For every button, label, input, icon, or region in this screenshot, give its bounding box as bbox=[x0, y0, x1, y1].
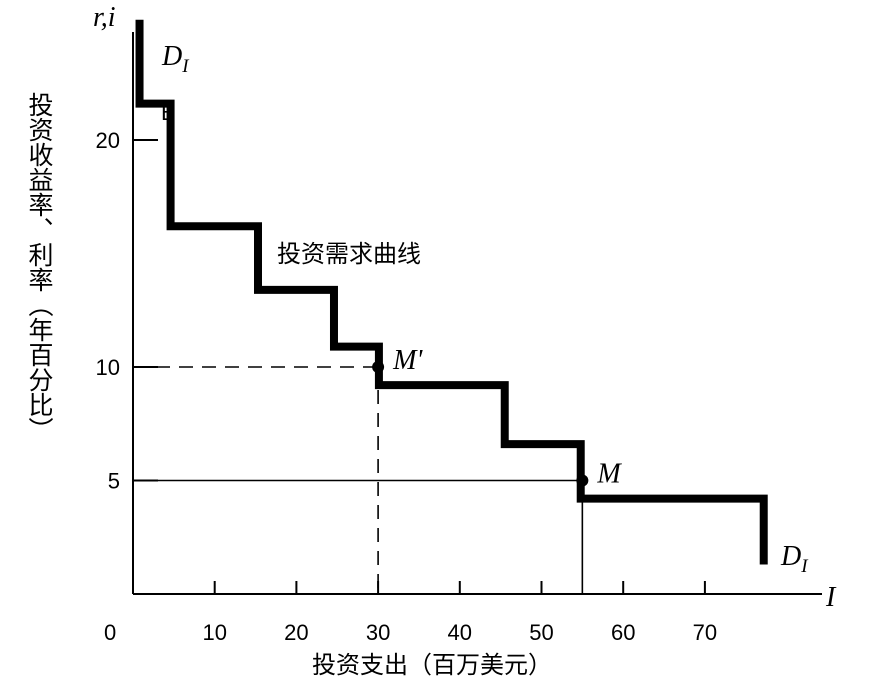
y-axis-title: 投资收益率、利率（年百分比） bbox=[25, 92, 54, 442]
x-tick-label-20: 20 bbox=[284, 620, 308, 645]
point-layer: M' M bbox=[372, 345, 622, 490]
x-tick-label-40: 40 bbox=[448, 620, 472, 645]
y-tick-label-20: 20 bbox=[96, 128, 120, 153]
point-label-m: M bbox=[596, 459, 622, 490]
y-axis-symbol: r,i bbox=[93, 2, 116, 33]
x-axis-title: 投资支出（百万美元） bbox=[312, 651, 552, 679]
reference-lines bbox=[133, 366, 584, 594]
point-label-m-prime: M' bbox=[392, 345, 423, 376]
axes bbox=[132, 32, 822, 595]
b-label: B bbox=[161, 100, 176, 125]
x-tick-label-50: 50 bbox=[529, 620, 553, 645]
y-tick-label-10: 10 bbox=[96, 355, 120, 380]
x-tick-label-60: 60 bbox=[611, 620, 635, 645]
point-m bbox=[576, 474, 589, 487]
x-tick-label-70: 70 bbox=[693, 620, 717, 645]
curve-name-label: 投资需求曲线 bbox=[277, 240, 421, 268]
tick-labels: 10 20 30 40 50 60 70 5 10 20 bbox=[96, 128, 718, 645]
curve-label-start: DI bbox=[161, 41, 190, 77]
curve-label-end: DI bbox=[780, 541, 809, 577]
y-tick-label-5: 5 bbox=[108, 469, 120, 494]
series-layer bbox=[135, 19, 768, 565]
investment-demand-curve-0 bbox=[135, 19, 768, 565]
x-tick-label-10: 10 bbox=[202, 620, 226, 645]
origin-label: 0 bbox=[104, 620, 116, 645]
x-tick-label-30: 30 bbox=[366, 620, 390, 645]
point-m-prime bbox=[372, 361, 385, 373]
x-axis-symbol: I bbox=[825, 582, 837, 613]
